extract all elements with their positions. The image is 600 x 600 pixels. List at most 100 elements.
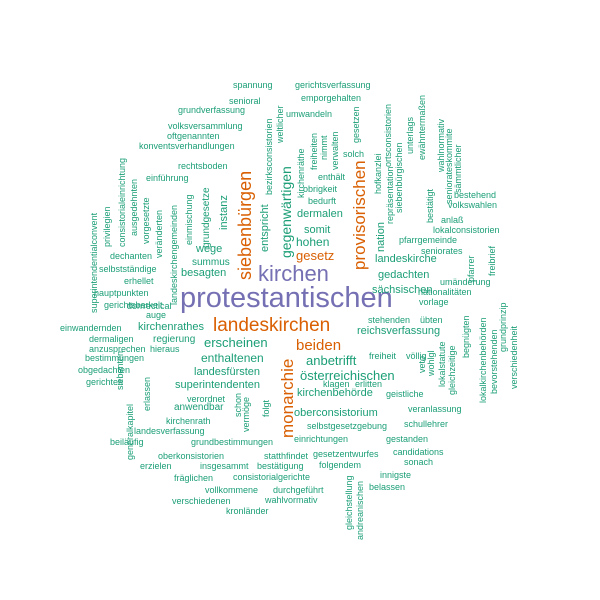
word: vermöge: [241, 396, 251, 432]
word: andreanischen: [355, 480, 365, 540]
word: einwandernden: [60, 323, 122, 333]
word: obrigkeit: [303, 184, 338, 194]
word: lokalconsistorien: [433, 225, 500, 235]
word: dermaligen: [89, 334, 134, 344]
word: verschiedenheit: [509, 325, 519, 389]
word: oftgenannten: [167, 131, 220, 141]
word: enthaltenen: [201, 351, 264, 365]
word: candidations: [393, 447, 444, 457]
word: gerichtsbarkeit: [104, 300, 163, 310]
word: repräsentation: [385, 166, 395, 224]
word: regierung: [153, 334, 196, 345]
word: instanz: [218, 195, 230, 230]
word: enthält: [318, 172, 346, 182]
word: klagen: [323, 379, 350, 389]
word: erlassen: [142, 376, 152, 411]
word: siebenten: [115, 350, 125, 390]
word: gedachten: [378, 269, 430, 281]
word: kirchenbehörde: [297, 387, 373, 399]
word: ausgedehnten: [129, 178, 139, 236]
word: bestehend: [454, 190, 497, 200]
word: bestätigung: [257, 461, 304, 471]
word: erlitten: [355, 379, 383, 389]
word: bestätigt: [425, 188, 435, 223]
word: consistorialeinrichtung: [117, 157, 127, 247]
word: solch: [343, 149, 365, 159]
word: verschiedenen: [172, 496, 231, 506]
word: selbstgesetzgebung: [307, 421, 388, 431]
word: seniorates: [421, 246, 463, 256]
word: selbstständige: [99, 264, 157, 274]
word: bezirksconsistorien: [264, 118, 274, 195]
word: anlaß: [441, 215, 464, 225]
word: wege: [196, 243, 223, 255]
word: insgesammt: [200, 461, 249, 471]
word: ortsconsistorien: [383, 103, 393, 167]
word: wahlvormativ: [265, 495, 318, 505]
word: dermalen: [297, 208, 343, 220]
word: siebenbürgischen: [394, 142, 404, 213]
word: veränderten: [154, 209, 164, 258]
word: verordnet: [187, 394, 226, 404]
word: sächsischen: [372, 284, 433, 296]
word: vorlage: [419, 297, 449, 307]
word: einmischung: [184, 194, 194, 245]
word: vorgesetzte: [141, 197, 151, 244]
word: umänderung: [440, 277, 491, 287]
word: konventsverhandlungen: [139, 141, 235, 151]
word: emporgehalten: [301, 93, 362, 103]
word: entspricht: [259, 204, 271, 252]
word: gesetzentwurfes: [313, 449, 379, 459]
word: begnügten: [461, 315, 471, 358]
word: folgendem: [319, 460, 362, 470]
word: spannung: [233, 80, 273, 90]
word: stehenden: [368, 315, 411, 325]
word: kirchenrath: [166, 416, 211, 426]
word: gleichzeitige: [447, 345, 457, 395]
word: hieraus: [150, 344, 180, 354]
word: protestantischen: [180, 282, 393, 314]
word: veranlassung: [408, 404, 462, 414]
word: einführung: [146, 173, 189, 183]
word: somit: [304, 224, 331, 236]
word: schullehrer: [404, 419, 449, 429]
word: bedurft: [308, 196, 337, 206]
word: freiheiten: [309, 132, 319, 170]
word: gestanden: [386, 434, 429, 444]
word: beiläufig: [110, 437, 144, 447]
word: reichsverfassung: [357, 325, 441, 337]
word: freibrief: [487, 245, 497, 276]
word: gerichtsverfassung: [295, 80, 371, 90]
word: landeskirchen: [213, 315, 331, 336]
word: dorrrectical: [127, 301, 172, 311]
word: volkswahlen: [448, 200, 498, 210]
word: kronländer: [226, 506, 269, 516]
word: grundbestimmungen: [191, 437, 274, 447]
word: sämmtlicher: [453, 144, 463, 193]
word: anwendbar: [174, 402, 224, 413]
word: erhellet: [124, 276, 154, 286]
word: auge: [146, 310, 167, 320]
word: österreichischen: [300, 368, 395, 383]
word: besagten: [181, 267, 227, 279]
word: landesverfassung: [134, 426, 205, 436]
word: anbetrifft: [306, 353, 357, 368]
word: nationalitäten: [418, 287, 472, 297]
word: fräglichen: [174, 473, 214, 483]
word: volksversammlung: [168, 121, 243, 131]
word: obgedachten: [78, 365, 131, 375]
word: consistorialgerichte: [233, 472, 311, 482]
word: landeskirchengemeinden: [169, 204, 179, 305]
word: grundverfassung: [178, 105, 246, 115]
word: belassen: [369, 482, 406, 492]
word: senioral: [229, 96, 261, 106]
word: gesetz: [296, 248, 335, 263]
word: weltlicher: [275, 105, 285, 143]
word: innigste: [380, 470, 412, 480]
word: oberconsistorium: [294, 407, 378, 419]
word: grundgesetze: [201, 187, 212, 248]
word: siebenbürgen: [235, 170, 255, 280]
word: gleichstellung: [344, 475, 354, 530]
word: geistliche: [386, 389, 424, 399]
